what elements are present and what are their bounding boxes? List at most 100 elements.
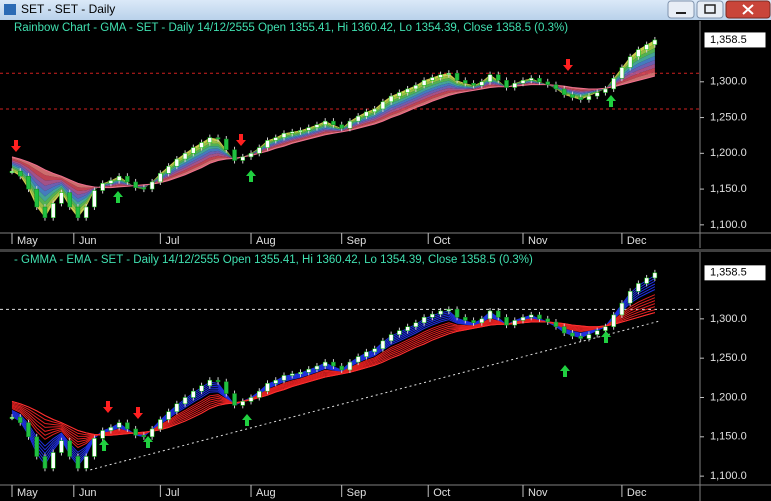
- candle: [627, 291, 633, 304]
- candle: [224, 138, 229, 150]
- chart-header: - GMMA - EMA - SET - Daily 14/12/2555 Op…: [14, 254, 533, 266]
- title-bar: [0, 0, 771, 20]
- x-tick-label: Dec: [627, 235, 647, 247]
- candle: [133, 181, 138, 188]
- candle: [92, 438, 97, 457]
- buy-arrow: [560, 365, 570, 377]
- candle: [578, 335, 583, 339]
- candle: [627, 56, 633, 68]
- candle: [42, 456, 48, 469]
- candle: [166, 165, 171, 174]
- candle: [158, 173, 163, 183]
- candle: [100, 183, 105, 191]
- candle: [116, 175, 122, 181]
- candle: [100, 430, 105, 439]
- candle: [257, 390, 262, 398]
- candle: [561, 326, 567, 334]
- candle: [331, 361, 336, 367]
- candle: [191, 147, 196, 154]
- candle: [528, 77, 534, 81]
- candle: [397, 92, 402, 97]
- candle: [59, 440, 64, 453]
- candle: [166, 411, 171, 420]
- candle: [125, 422, 130, 430]
- sell-arrow: [133, 407, 143, 419]
- candle: [355, 115, 361, 122]
- candle: [149, 181, 155, 190]
- close-icon: [742, 4, 754, 15]
- candle: [520, 317, 526, 321]
- x-tick-label: Jun: [79, 235, 97, 247]
- buy-arrow: [601, 331, 611, 343]
- candle: [520, 80, 526, 84]
- x-tick-label: Jul: [165, 235, 179, 247]
- charts: 1,100.0 1,150.0 1,200.0 1,250.0 1,300.0 May Ju…: [0, 21, 771, 501]
- candle: [636, 49, 641, 58]
- x-tick-label: Sep: [347, 235, 367, 247]
- candle: [553, 321, 559, 327]
- candle: [504, 80, 509, 88]
- candle: [463, 317, 468, 321]
- candle: [141, 434, 147, 438]
- x-tick-label: Nov: [528, 235, 548, 247]
- y-tick-label: 1,200.0: [710, 147, 747, 159]
- sell-arrow: [236, 134, 246, 146]
- candle: [496, 310, 501, 318]
- candle: [306, 127, 311, 131]
- x-tick-label: May: [17, 235, 38, 247]
- candle: [83, 456, 89, 469]
- sell-arrow: [563, 59, 573, 71]
- candle: [265, 140, 270, 148]
- candle: [372, 108, 377, 113]
- candle: [479, 81, 485, 86]
- candle: [463, 80, 468, 84]
- candle: [504, 317, 509, 326]
- candle: [281, 133, 287, 138]
- candle: [75, 206, 81, 218]
- candle: [215, 379, 221, 383]
- candle: [331, 120, 336, 125]
- candle: [644, 277, 649, 284]
- candle: [149, 428, 155, 438]
- candle: [42, 206, 48, 218]
- short-ema-line: [11, 275, 656, 467]
- candle: [67, 440, 72, 457]
- candle: [619, 67, 625, 79]
- candle: [289, 131, 295, 134]
- candle: [240, 156, 246, 161]
- candle: [182, 153, 188, 160]
- candle: [191, 390, 196, 398]
- candle: [59, 192, 64, 204]
- candle: [17, 416, 23, 423]
- x-tick-label: Nov: [528, 487, 548, 499]
- last-price-box: [703, 264, 767, 282]
- candle: [314, 365, 320, 370]
- candle: [108, 180, 114, 184]
- candle: [289, 373, 295, 376]
- candle: [611, 77, 616, 90]
- chart-panel: 1,100.0 1,150.0 1,200.0 1,250.0 1,300.0 May Ju…: [0, 252, 771, 501]
- candle: [446, 72, 452, 75]
- minimize-button[interactable]: [667, 0, 695, 19]
- buy-arrow: [99, 439, 109, 451]
- candle: [405, 88, 410, 93]
- x-tick-label: Aug: [256, 235, 276, 247]
- candle: [133, 428, 138, 436]
- candle: [479, 318, 485, 324]
- candle: [265, 383, 270, 392]
- candle: [644, 44, 649, 50]
- x-tick-label: May: [17, 487, 38, 499]
- candle: [26, 422, 31, 438]
- candle: [339, 365, 344, 371]
- last-price-box: [703, 31, 767, 49]
- candle: [116, 422, 122, 428]
- candle: [570, 94, 575, 98]
- buy-arrow: [242, 414, 252, 426]
- maximize-button[interactable]: [696, 0, 724, 19]
- candle: [380, 340, 386, 349]
- candle: [496, 74, 501, 81]
- candle: [174, 403, 180, 412]
- candle: [232, 149, 237, 161]
- y-tick-label: 1,150.0: [710, 183, 747, 195]
